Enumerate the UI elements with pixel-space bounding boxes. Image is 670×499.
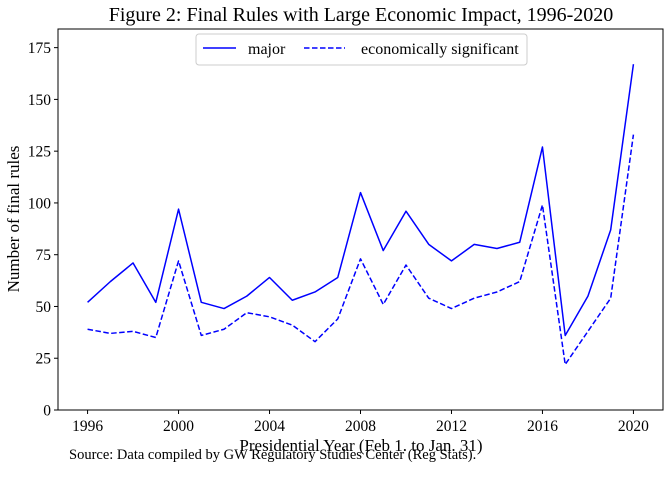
y-tick-label: 25 — [36, 351, 52, 368]
plot-frame — [57, 28, 664, 411]
series-line-major — [87, 64, 635, 337]
x-tick-label: 2016 — [527, 418, 558, 435]
chart-title: Figure 2: Final Rules with Large Economi… — [109, 4, 614, 26]
y-tick-label: 125 — [28, 144, 52, 161]
x-tick-label: 1996 — [72, 418, 103, 435]
legend-label-major: major — [248, 41, 286, 58]
data-point-economically-significant — [109, 332, 111, 334]
y-axis-ticks: 0 25 50 75 100 125 150 175 — [28, 40, 58, 420]
x-axis-ticks: 1996 2000 2004 2008 2012 2016 2020 — [72, 410, 649, 435]
y-tick-label: 75 — [36, 247, 52, 264]
legend: major economically significant — [195, 33, 528, 66]
y-tick-label: 175 — [28, 40, 52, 57]
y-tick-label: 50 — [36, 299, 52, 316]
y-axis-label: Number of final rules — [4, 146, 23, 293]
x-tick-label: 2012 — [436, 418, 467, 435]
y-tick-label: 150 — [28, 92, 52, 109]
series-layer — [87, 64, 635, 366]
legend-label-economically-significant: economically significant — [361, 41, 519, 58]
plot-area: 1996 2000 2004 2008 2012 2016 2020 0 25 50 75 100 1… — [28, 28, 664, 435]
legend-box — [195, 33, 528, 66]
x-tick-label: 2020 — [618, 418, 649, 435]
series-line-economically-significant — [87, 134, 635, 366]
x-tick-label: 2008 — [345, 418, 376, 435]
y-tick-label: 100 — [28, 195, 52, 212]
source-note: Source: Data compiled by GW Regulatory S… — [69, 447, 477, 463]
y-tick-label: 0 — [43, 403, 51, 420]
x-tick-label: 2000 — [163, 418, 194, 435]
x-axis-label: Presidential Year (Feb 1. to Jan. 31) — [239, 436, 482, 455]
x-tick-label: 2004 — [254, 418, 285, 435]
